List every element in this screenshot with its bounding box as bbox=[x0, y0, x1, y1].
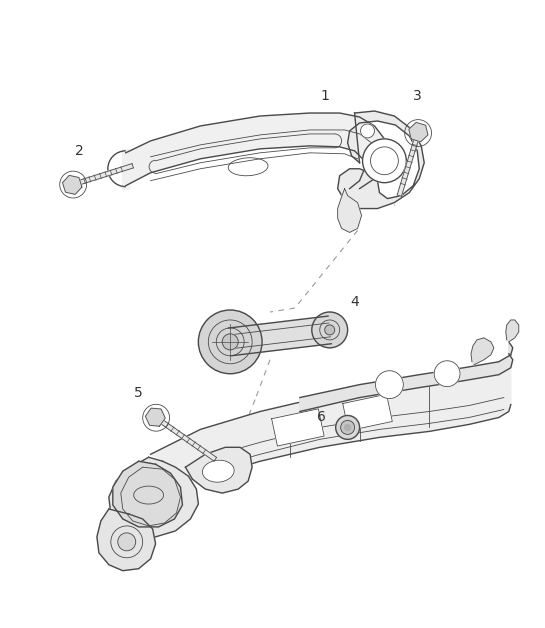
Polygon shape bbox=[158, 418, 216, 461]
Polygon shape bbox=[338, 188, 361, 232]
Ellipse shape bbox=[202, 460, 234, 482]
Circle shape bbox=[336, 416, 360, 440]
Circle shape bbox=[361, 124, 374, 138]
Circle shape bbox=[312, 312, 348, 348]
Circle shape bbox=[341, 421, 355, 435]
Text: 6: 6 bbox=[317, 411, 326, 425]
Polygon shape bbox=[146, 408, 165, 426]
Circle shape bbox=[222, 334, 238, 350]
Text: 1: 1 bbox=[320, 89, 329, 103]
Polygon shape bbox=[271, 409, 324, 446]
Circle shape bbox=[344, 425, 350, 430]
Circle shape bbox=[325, 325, 335, 335]
Polygon shape bbox=[75, 164, 134, 186]
Polygon shape bbox=[63, 175, 82, 194]
Text: 2: 2 bbox=[75, 144, 83, 158]
Polygon shape bbox=[228, 316, 331, 355]
Polygon shape bbox=[471, 338, 494, 365]
Polygon shape bbox=[506, 320, 519, 342]
Polygon shape bbox=[338, 111, 424, 208]
Circle shape bbox=[376, 371, 403, 399]
Polygon shape bbox=[109, 457, 198, 537]
Polygon shape bbox=[343, 394, 392, 431]
Polygon shape bbox=[150, 355, 511, 479]
Circle shape bbox=[198, 310, 262, 374]
Circle shape bbox=[362, 139, 407, 183]
Polygon shape bbox=[113, 461, 183, 527]
Polygon shape bbox=[409, 122, 428, 142]
Polygon shape bbox=[97, 509, 156, 571]
Text: 3: 3 bbox=[413, 89, 422, 103]
Text: 4: 4 bbox=[350, 295, 359, 309]
Text: 5: 5 bbox=[134, 386, 143, 399]
Polygon shape bbox=[300, 342, 513, 411]
Polygon shape bbox=[126, 113, 387, 188]
Circle shape bbox=[434, 360, 460, 387]
Polygon shape bbox=[185, 447, 252, 493]
Circle shape bbox=[118, 533, 136, 551]
Polygon shape bbox=[397, 135, 420, 196]
